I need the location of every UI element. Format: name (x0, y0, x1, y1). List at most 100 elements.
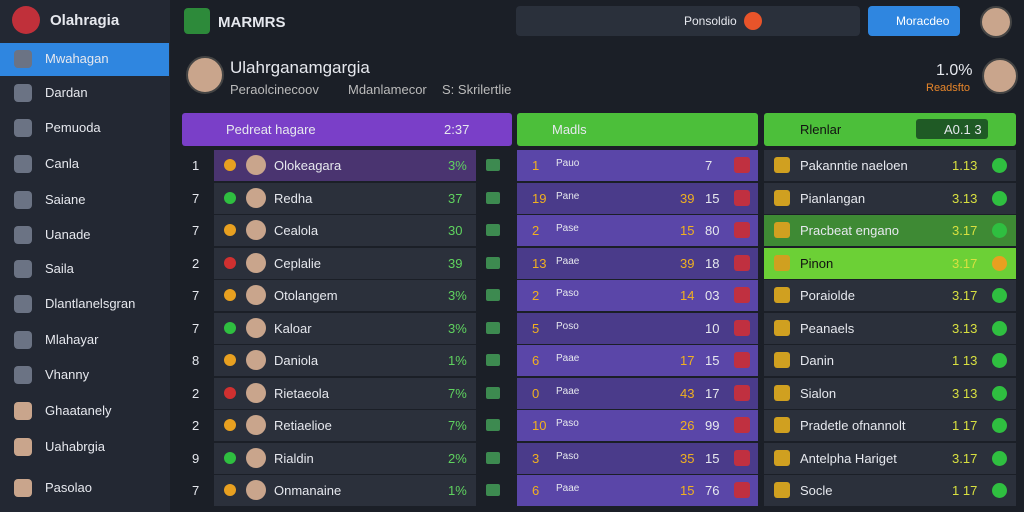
team-score: 1 13 (952, 353, 978, 368)
row-icon (486, 191, 500, 204)
match-b: 76 (705, 483, 720, 498)
team-name: Socle (800, 483, 833, 498)
team-name: Pradetle ofnannolt (800, 418, 906, 433)
match-label: Paso (556, 450, 579, 462)
profile-stat: 1.0% (936, 62, 973, 79)
status-dot (224, 191, 236, 204)
nav-item[interactable]: Dlantlanelsgran (45, 296, 136, 311)
team-badge (734, 254, 750, 271)
team-icon (774, 449, 790, 466)
rank: 1 (192, 158, 200, 173)
team-badge (734, 222, 750, 238)
search-bar[interactable] (516, 6, 860, 36)
nav-item[interactable]: Ghaatanely (45, 403, 112, 418)
match-num: 5 (532, 320, 540, 336)
nav-item[interactable]: Saiane (45, 192, 86, 207)
row-icon (486, 321, 500, 334)
status-dot (224, 224, 236, 236)
action-button[interactable] (868, 6, 960, 36)
rank: 8 (192, 353, 200, 368)
nav-item[interactable]: Mwahagan (45, 51, 109, 66)
nav-item[interactable]: Mlahayar (45, 332, 99, 347)
match-label: Pane (556, 190, 580, 202)
profile-sub: Mdanlamecor (348, 82, 427, 97)
status-dot (224, 484, 236, 496)
nav-item[interactable]: Pemuoda (45, 120, 101, 135)
status-dot (992, 288, 1007, 303)
match-a: 15 (680, 223, 695, 238)
nav-item[interactable]: Saila (45, 261, 74, 276)
match-b: 15 (705, 450, 720, 466)
nav-item[interactable]: Pasolao (45, 480, 92, 495)
team-badge (734, 384, 750, 401)
standing-bg (764, 345, 1016, 376)
col3-title: Rlenlar (800, 122, 842, 137)
player-pct: 7% (448, 385, 467, 401)
player-pct: 2% (448, 450, 467, 466)
match-bg (517, 475, 758, 506)
match-num: 19 (532, 190, 547, 206)
status-dot (224, 289, 236, 301)
match-a: 43 (680, 385, 695, 401)
match-a: 39 (680, 190, 695, 206)
team-badge (734, 352, 750, 368)
nav-item[interactable]: Uanade (45, 227, 91, 242)
team-icon (774, 319, 790, 336)
status-dot (992, 190, 1007, 206)
profile-avatar-right (982, 58, 1018, 94)
player-name: Redha (274, 190, 313, 206)
nav-icon (14, 84, 32, 102)
nav-icon (14, 402, 32, 420)
nav-icon (14, 438, 32, 456)
match-bg (517, 345, 758, 376)
team-name: Pianlangan (800, 190, 866, 206)
col3-badge-bg (916, 119, 988, 139)
rank: 7 (192, 288, 200, 303)
nav-icon (14, 50, 32, 68)
nav-item[interactable]: Canla (45, 156, 79, 171)
row-icon (486, 289, 500, 301)
player-name: Onmanaine (274, 483, 342, 498)
nav-item[interactable]: Dardan (45, 85, 88, 100)
team-icon (774, 287, 790, 303)
match-label: Paae (556, 255, 580, 267)
avatar (246, 350, 266, 370)
match-a: 26 (680, 418, 695, 433)
team-badge (734, 287, 750, 303)
profile-sub: Peraolcinecoov (230, 82, 319, 97)
avatar (246, 187, 266, 208)
status-dot (224, 354, 236, 366)
status-dot (992, 353, 1007, 368)
match-a: 14 (680, 288, 695, 303)
match-num: 0 (532, 385, 540, 401)
user-avatar[interactable] (980, 6, 1012, 38)
col2-title: Madls (552, 122, 587, 137)
avatar (246, 382, 266, 403)
avatar (246, 220, 266, 240)
team-score: 3.17 (952, 450, 978, 466)
player-pct: 39 (448, 255, 463, 271)
player-name: Retiaelioe (274, 418, 332, 433)
team-score: 3.13 (952, 190, 978, 206)
rank: 7 (192, 223, 200, 238)
match-label: Pauo (556, 158, 580, 169)
team-badge (734, 449, 750, 466)
top-brand: MARMRS (218, 14, 286, 31)
row-icon (486, 159, 500, 171)
nav-icon (14, 226, 32, 244)
team-name: Danin (800, 353, 834, 368)
match-label: Paso (556, 288, 579, 299)
team-icon (774, 417, 790, 433)
status-dot (224, 451, 236, 464)
nav-item[interactable]: Uahabrgia (45, 439, 105, 454)
search-badge (744, 12, 762, 30)
status-dot (992, 483, 1007, 498)
nav-item[interactable]: Vhanny (45, 367, 90, 382)
profile-name: Ulahrganamgargia (230, 58, 370, 77)
row-icon (486, 354, 500, 366)
status-dot (224, 321, 236, 334)
avatar (246, 252, 266, 273)
standing-bg (764, 377, 1016, 409)
rank: 2 (192, 255, 200, 271)
